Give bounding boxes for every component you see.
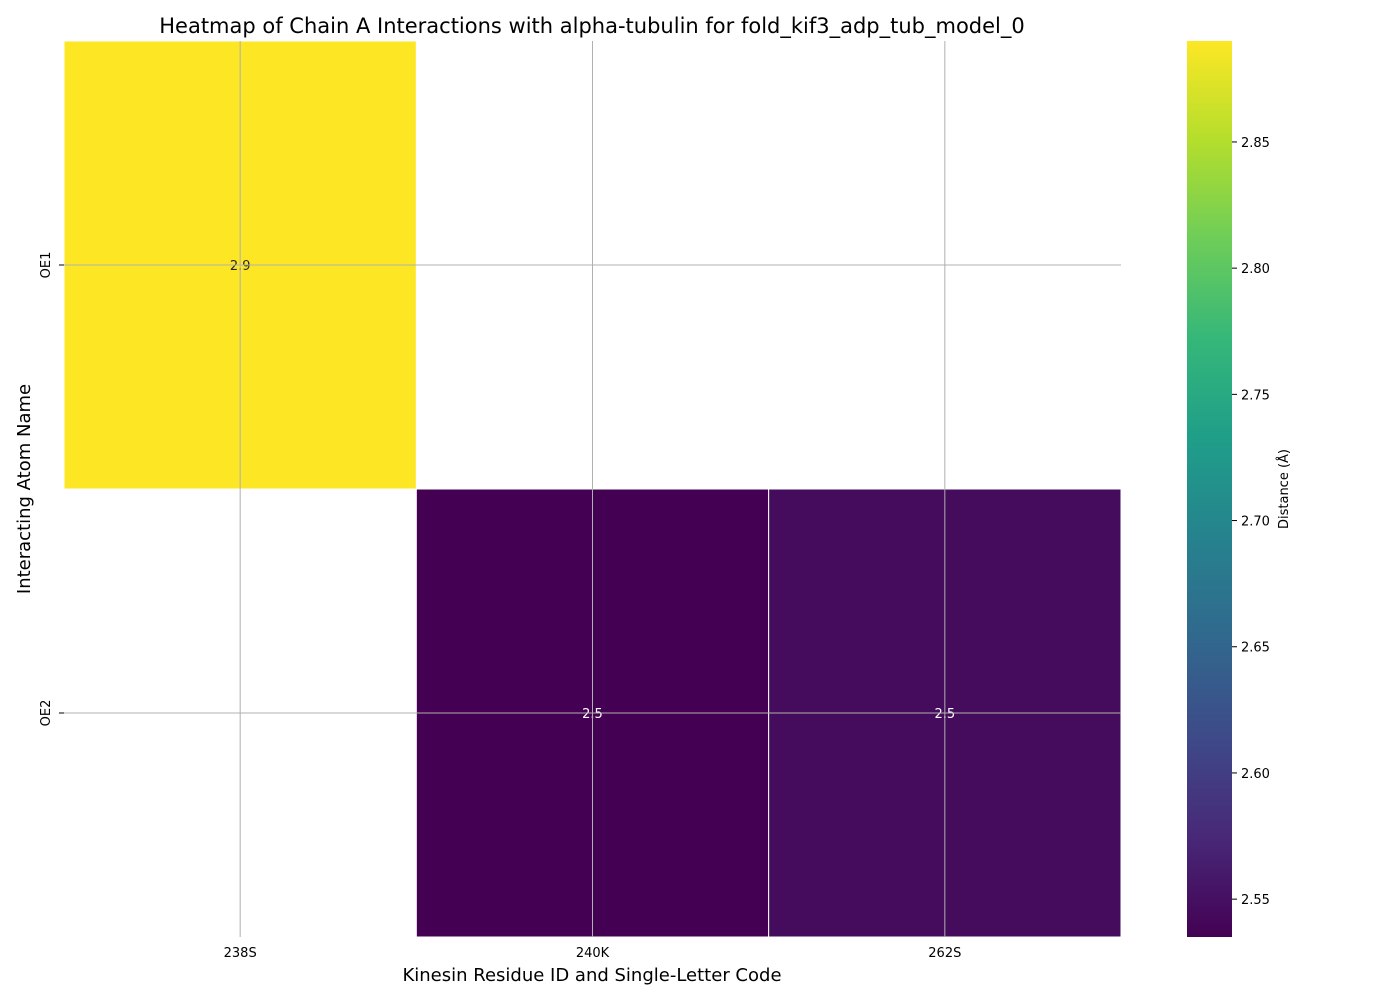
y-axis-label: Interacting Atom Name xyxy=(14,384,35,594)
x-axis-ticks: 238S 240K 262S xyxy=(224,946,962,961)
colorbar-tick-label: 2.75 xyxy=(1241,388,1270,403)
colorbar-tick-label: 2.85 xyxy=(1241,136,1270,151)
colorbar-ticks: 2.55 2.60 2.65 2.70 2.75 2.80 2.85 xyxy=(1232,136,1270,908)
colorbar-tick-label: 2.70 xyxy=(1241,515,1270,530)
colorbar-tick-label: 2.60 xyxy=(1241,767,1270,782)
colorbar-label: Distance (Å) xyxy=(1276,449,1292,529)
y-axis-ticks: OE1 OE2 xyxy=(39,252,64,727)
grid-lines xyxy=(64,41,1121,937)
x-tick-label: 262S xyxy=(928,946,961,961)
colorbar-tick-label: 2.65 xyxy=(1241,641,1270,656)
x-axis-label: Kinesin Residue ID and Single-Letter Cod… xyxy=(402,965,781,986)
colorbar-tick-label: 2.80 xyxy=(1241,262,1270,277)
chart-title: Heatmap of Chain A Interactions with alp… xyxy=(159,14,1025,39)
colorbar xyxy=(1187,41,1232,937)
x-tick-label: 240K xyxy=(576,946,610,961)
colorbar-tick-label: 2.55 xyxy=(1241,893,1270,908)
y-tick-label: OE1 xyxy=(39,252,54,279)
x-tick-label: 238S xyxy=(224,946,257,961)
y-tick-label: OE2 xyxy=(39,700,54,727)
